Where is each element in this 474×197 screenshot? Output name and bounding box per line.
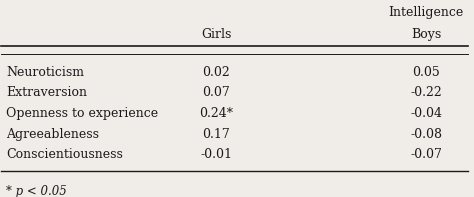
Text: * p < 0.05: * p < 0.05 xyxy=(6,185,67,197)
Text: Conscientiousness: Conscientiousness xyxy=(6,148,123,161)
Text: Neuroticism: Neuroticism xyxy=(6,66,84,79)
Text: Openness to experience: Openness to experience xyxy=(6,107,158,120)
Text: Extraversion: Extraversion xyxy=(6,86,87,99)
Text: Boys: Boys xyxy=(411,28,441,41)
Text: 0.17: 0.17 xyxy=(202,128,230,141)
Text: 0.05: 0.05 xyxy=(412,66,440,79)
Text: -0.07: -0.07 xyxy=(410,148,442,161)
Text: -0.08: -0.08 xyxy=(410,128,442,141)
Text: 0.07: 0.07 xyxy=(202,86,230,99)
Text: -0.04: -0.04 xyxy=(410,107,442,120)
Text: Girls: Girls xyxy=(201,28,231,41)
Text: -0.22: -0.22 xyxy=(410,86,442,99)
Text: Agreeableness: Agreeableness xyxy=(6,128,99,141)
Text: 0.02: 0.02 xyxy=(202,66,230,79)
Text: -0.01: -0.01 xyxy=(200,148,232,161)
Text: Intelligence: Intelligence xyxy=(388,7,464,20)
Text: 0.24*: 0.24* xyxy=(199,107,233,120)
